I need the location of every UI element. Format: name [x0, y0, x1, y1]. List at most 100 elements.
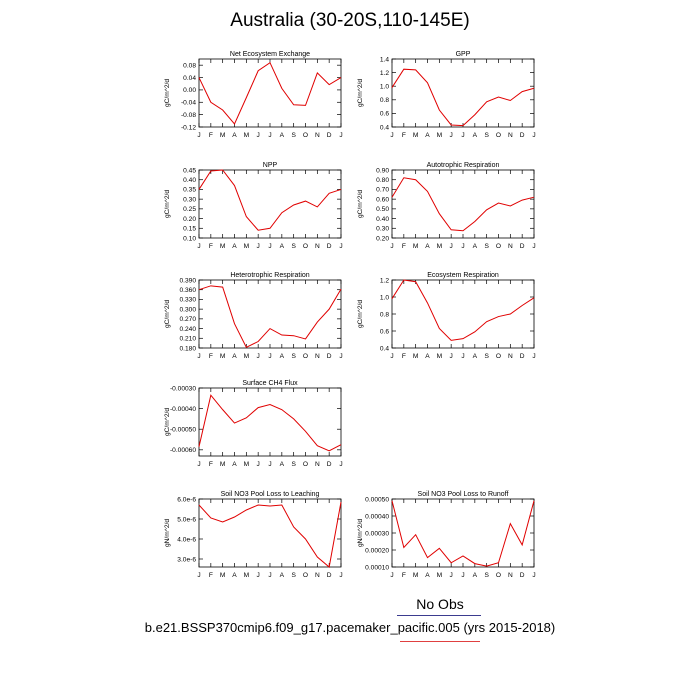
y-tick-label: 0.240 — [179, 326, 196, 333]
y-tick-label: 1.2 — [380, 277, 389, 284]
x-tick-label: J — [532, 572, 535, 579]
x-tick-label: N — [315, 461, 320, 468]
series-line — [391, 279, 535, 341]
plot-frame — [198, 498, 342, 568]
x-tick-label: S — [291, 461, 296, 468]
x-tick-label: O — [496, 353, 501, 360]
plot-frame — [198, 279, 342, 349]
panel-title: Soil NO3 Pool Loss to Runoff — [418, 491, 509, 498]
x-tick-label: O — [496, 132, 501, 139]
x-tick-label: A — [232, 243, 237, 250]
x-tick-label: N — [315, 243, 320, 250]
x-tick-label: M — [244, 572, 250, 579]
panel-title: NPP — [263, 162, 278, 169]
x-tick-label: J — [461, 572, 464, 579]
y-tick-label: 5.0e-6 — [177, 516, 196, 523]
y-tick-label: 0.20 — [376, 235, 389, 242]
plot-frame — [391, 498, 535, 568]
y-tick-label: 0.15 — [183, 226, 196, 233]
x-tick-label: M — [437, 243, 443, 250]
plot-frame — [198, 387, 342, 457]
x-tick-label: M — [220, 353, 226, 360]
y-tick-label: -0.00050 — [170, 427, 196, 434]
y-tick-label: -0.00030 — [170, 385, 196, 392]
x-tick-label: A — [425, 353, 430, 360]
x-tick-label: D — [327, 461, 332, 468]
x-tick-label: N — [508, 132, 513, 139]
series-line — [198, 501, 342, 568]
series-line — [198, 285, 342, 349]
y-tick-label: 0.180 — [179, 345, 196, 352]
series-line — [198, 394, 342, 452]
case-underline — [400, 641, 480, 642]
panel-title: Ecosystem Respiration — [427, 272, 499, 279]
panel-8: Soil NO3 Pool Loss to Leaching 6.0e-6 5.0e… — [164, 491, 343, 579]
series-line — [391, 500, 535, 567]
x-tick-label: A — [473, 353, 478, 360]
x-tick-label: F — [209, 572, 213, 579]
x-tick-label: D — [520, 572, 525, 579]
x-tick-label: O — [303, 243, 308, 250]
y-tick-label: 0.210 — [179, 336, 196, 343]
x-tick-label: D — [327, 353, 332, 360]
x-tick-label: J — [532, 243, 535, 250]
x-tick-label: J — [339, 353, 342, 360]
x-tick-label: J — [257, 572, 260, 579]
x-tick-label: M — [244, 243, 250, 250]
x-tick-label: J — [257, 132, 260, 139]
x-tick-label: F — [209, 353, 213, 360]
y-tick-label: -0.12 — [181, 124, 196, 131]
y-tick-label: 4.0e-6 — [177, 536, 196, 543]
y-tick-label: 0.390 — [179, 277, 196, 284]
x-tick-label: N — [315, 353, 320, 360]
x-tick-label: J — [390, 353, 393, 360]
x-tick-label: M — [413, 572, 419, 579]
x-tick-label: J — [390, 132, 393, 139]
x-tick-label: M — [220, 572, 226, 579]
series-line — [198, 169, 342, 231]
x-tick-label: J — [390, 243, 393, 250]
y-axis-label: gC/m^2/d — [164, 408, 171, 436]
y-axis-label: gC/m^2/d — [357, 300, 364, 328]
y-tick-label: 1.0 — [380, 294, 389, 301]
y-tick-label: 0.04 — [183, 75, 196, 82]
y-tick-label: 0.00040 — [365, 513, 389, 520]
x-tick-label: A — [232, 353, 237, 360]
x-tick-label: N — [508, 243, 513, 250]
y-tick-label: 0.00010 — [365, 564, 389, 571]
x-tick-label: J — [339, 572, 342, 579]
x-tick-label: J — [390, 572, 393, 579]
x-tick-label: A — [280, 353, 285, 360]
x-tick-label: F — [402, 243, 406, 250]
series-line — [198, 61, 342, 125]
x-tick-label: J — [450, 572, 453, 579]
y-tick-label: 0.00020 — [365, 547, 389, 554]
x-tick-label: J — [339, 132, 342, 139]
y-tick-label: -0.04 — [181, 100, 196, 107]
x-tick-label: D — [327, 132, 332, 139]
y-tick-label: 0.00 — [183, 87, 196, 94]
x-tick-label: A — [473, 572, 478, 579]
x-tick-label: S — [291, 243, 296, 250]
x-tick-label: J — [257, 461, 260, 468]
plot-frame — [391, 279, 535, 349]
x-tick-label: M — [244, 132, 250, 139]
x-tick-label: A — [473, 132, 478, 139]
x-tick-label: M — [244, 353, 250, 360]
x-tick-label: M — [220, 461, 226, 468]
legend-line — [397, 615, 481, 616]
y-tick-label: 1.2 — [380, 70, 389, 77]
y-tick-label: 0.00030 — [365, 530, 389, 537]
y-tick-label: 0.330 — [179, 297, 196, 304]
y-tick-label: 0.20 — [183, 216, 196, 223]
x-tick-label: A — [232, 132, 237, 139]
x-tick-label: J — [461, 353, 464, 360]
y-tick-label: 0.360 — [179, 287, 196, 294]
x-tick-label: N — [315, 572, 320, 579]
y-tick-label: 0.270 — [179, 316, 196, 323]
x-tick-label: S — [291, 132, 296, 139]
x-tick-label: A — [280, 132, 285, 139]
